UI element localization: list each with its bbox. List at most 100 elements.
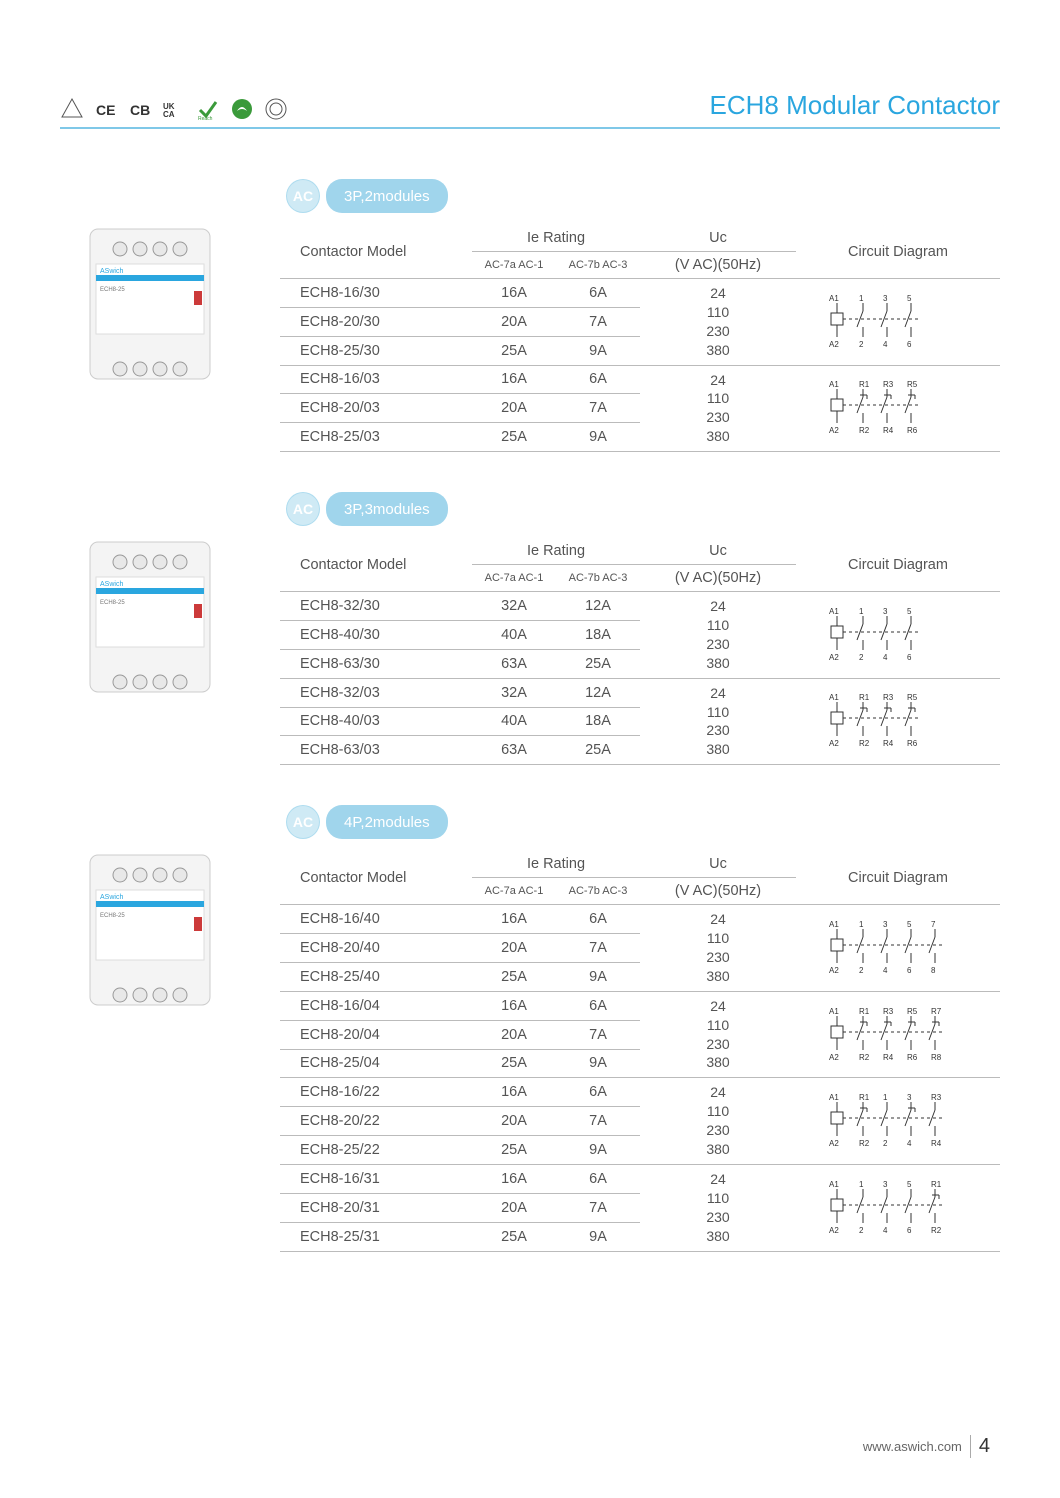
uc-cell: 24110230380 [640, 678, 796, 765]
svg-text:ASwich: ASwich [100, 894, 123, 901]
reach-check-icon: Reach [196, 97, 220, 121]
svg-text:2: 2 [859, 340, 864, 349]
svg-text:R6: R6 [907, 1053, 918, 1062]
svg-text:R3: R3 [883, 693, 894, 702]
svg-text:R2: R2 [859, 1053, 870, 1062]
ie-a-cell: 20A [472, 1107, 556, 1136]
svg-text:R1: R1 [859, 693, 870, 702]
model-cell: ECH8-25/31 [280, 1222, 472, 1251]
svg-text:4: 4 [883, 340, 888, 349]
ie-a-cell: 16A [472, 279, 556, 308]
model-cell: ECH8-63/03 [280, 736, 472, 765]
svg-text:7: 7 [931, 920, 936, 929]
model-cell: ECH8-25/04 [280, 1049, 472, 1078]
ie-b-cell: 6A [556, 905, 640, 934]
ie-b-cell: 9A [556, 1222, 640, 1251]
circuit-diagram-cell: A1A2R1R2R3R4R5R6R7R8 [796, 991, 1000, 1078]
svg-text:2: 2 [859, 966, 864, 975]
svg-text:4: 4 [883, 653, 888, 662]
svg-text:3: 3 [883, 920, 888, 929]
model-cell: ECH8-25/40 [280, 962, 472, 991]
ie-a-cell: 16A [472, 905, 556, 934]
svg-text:R3: R3 [931, 1093, 942, 1102]
model-cell: ECH8-16/03 [280, 365, 472, 394]
ie-b-cell: 7A [556, 1107, 640, 1136]
ie-a-cell: 20A [472, 394, 556, 423]
badge-module-label: 3P,3modules [326, 492, 448, 526]
svg-text:1: 1 [859, 920, 864, 929]
svg-text:3: 3 [883, 1180, 888, 1189]
ie-b-cell: 7A [556, 394, 640, 423]
svg-text:A2: A2 [829, 340, 839, 349]
page-footer: www.aswich.com 4 [863, 1435, 990, 1458]
svg-text:6: 6 [907, 966, 912, 975]
svg-text:1: 1 [883, 1093, 888, 1102]
svg-text:3: 3 [883, 607, 888, 616]
model-cell: ECH8-20/31 [280, 1193, 472, 1222]
ie-b-cell: 6A [556, 1164, 640, 1193]
product-image: ASwich ECH8-25 [60, 492, 240, 702]
svg-text:A2: A2 [829, 653, 839, 662]
ie-a-cell: 63A [472, 736, 556, 765]
svg-text:6: 6 [907, 653, 912, 662]
svg-text:ECH8-25: ECH8-25 [100, 600, 125, 606]
header-bar: CECBUKCAReach ECH8 Modular Contactor [60, 90, 1000, 129]
ie-b-cell: 25A [556, 736, 640, 765]
uc-cell: 24110230380 [640, 592, 796, 679]
svg-text:R1: R1 [931, 1180, 942, 1189]
circuit-diagram-cell: A1A2123456 [796, 592, 1000, 679]
svg-text:3: 3 [883, 294, 888, 303]
cb-icon: CB [128, 97, 152, 121]
ie-a-cell: 63A [472, 649, 556, 678]
ie-b-cell: 7A [556, 934, 640, 963]
ie-b-cell: 9A [556, 336, 640, 365]
footer-url: www.aswich.com [863, 1439, 962, 1454]
svg-text:R4: R4 [883, 426, 894, 435]
svg-text:ASwich: ASwich [100, 268, 123, 275]
badge-module-label: 3P,2modules [326, 179, 448, 213]
uc-cell: 24110230380 [640, 1164, 796, 1251]
svg-text:3: 3 [907, 1093, 912, 1102]
spec-section: ASwich ECH8-25 AC 3P,2modules Contactor … [60, 179, 1000, 452]
ie-b-cell: 18A [556, 620, 640, 649]
spec-section: ASwich ECH8-25 AC 3P,3modules Contactor … [60, 492, 1000, 765]
svg-text:R4: R4 [883, 1053, 894, 1062]
svg-text:CA: CA [163, 110, 175, 119]
spec-table: Contactor Model Ie Rating Uc Circuit Dia… [280, 225, 1000, 452]
ie-b-cell: 6A [556, 365, 640, 394]
svg-text:A2: A2 [829, 1226, 839, 1235]
svg-text:A1: A1 [829, 607, 839, 616]
table-row: ECH8-16/0316A6A24110230380A1A2R1R2R3R4R5… [280, 365, 1000, 394]
model-cell: ECH8-20/04 [280, 1020, 472, 1049]
badge-ac: AC [286, 805, 320, 839]
certification-icons: CECBUKCAReach [60, 97, 288, 121]
svg-text:R2: R2 [859, 426, 870, 435]
ie-a-cell: 16A [472, 1164, 556, 1193]
ie-a-cell: 25A [472, 1136, 556, 1165]
svg-text:R3: R3 [883, 1007, 894, 1016]
svg-text:A2: A2 [829, 1053, 839, 1062]
model-cell: ECH8-20/03 [280, 394, 472, 423]
page-title: ECH8 Modular Contactor [710, 90, 1000, 121]
table-row: ECH8-16/3116A6A24110230380A1A2123456R1R2 [280, 1164, 1000, 1193]
model-cell: ECH8-20/22 [280, 1107, 472, 1136]
svg-text:A1: A1 [829, 1093, 839, 1102]
ie-b-cell: 6A [556, 991, 640, 1020]
svg-text:4: 4 [883, 966, 888, 975]
spec-table: Contactor Model Ie Rating Uc Circuit Dia… [280, 851, 1000, 1251]
content-area: ASwich ECH8-25 AC 3P,2modules Contactor … [60, 179, 1000, 1252]
uc-cell: 24110230380 [640, 991, 796, 1078]
uc-cell: 24110230380 [640, 905, 796, 992]
ie-b-cell: 9A [556, 1136, 640, 1165]
svg-text:8: 8 [931, 966, 936, 975]
ie-b-cell: 18A [556, 707, 640, 736]
svg-text:R2: R2 [931, 1226, 942, 1235]
ie-a-cell: 25A [472, 336, 556, 365]
model-cell: ECH8-16/31 [280, 1164, 472, 1193]
badge-ac: AC [286, 179, 320, 213]
svg-text:CB: CB [130, 102, 150, 118]
ie-a-cell: 25A [472, 1222, 556, 1251]
badge-module-label: 4P,2modules [326, 805, 448, 839]
table-row: ECH8-16/3016A6A24110230380A1A2123456 [280, 279, 1000, 308]
svg-text:Reach: Reach [198, 116, 213, 121]
